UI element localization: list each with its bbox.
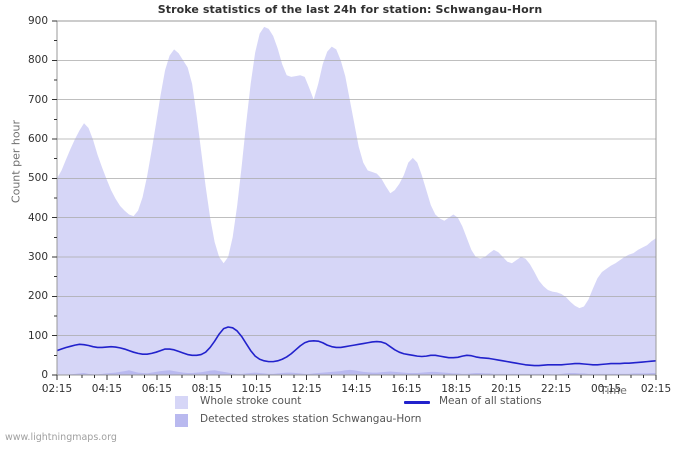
y-tick-label: 800 <box>27 54 48 67</box>
x-tick-label: 10:15 <box>241 383 272 395</box>
x-tick-label: 18:15 <box>441 383 472 395</box>
x-axis-title: Time <box>600 384 627 397</box>
legend-swatch-icon <box>175 396 188 409</box>
legend-label: Detected strokes station Schwangau-Horn <box>200 413 422 425</box>
chart-legend: Whole stroke count Detected strokes stati… <box>0 392 700 428</box>
x-tick-label: 02:15 <box>640 383 672 395</box>
legend-line-icon <box>404 401 430 404</box>
x-tick-label: 06:15 <box>141 383 172 395</box>
x-tick-label: 02:15 <box>41 383 73 395</box>
y-tick-label: 900 <box>27 15 48 27</box>
y-tick-label: 100 <box>27 329 48 342</box>
y-tick-label: 500 <box>27 172 48 185</box>
y-tick-label: 0 <box>41 369 48 381</box>
chart-title: Stroke statistics of the last 24h for st… <box>157 3 543 16</box>
y-tick-label: 200 <box>27 290 48 303</box>
x-tick-label: 08:15 <box>191 383 222 395</box>
x-tick-label: 04:15 <box>91 383 123 395</box>
y-tick-label: 300 <box>27 251 48 263</box>
legend-swatch-icon <box>175 414 188 427</box>
x-tick-label: 14:15 <box>341 383 372 395</box>
footer-url: www.lightningmaps.org <box>5 432 117 443</box>
x-tick-label: 20:15 <box>491 383 522 395</box>
y-tick-label: 700 <box>27 93 48 106</box>
y-tick-label: 600 <box>27 133 48 145</box>
legend-label: Whole stroke count <box>200 395 302 407</box>
x-tick-label: 00:15 <box>590 383 622 395</box>
x-tick-label: 12:15 <box>291 383 322 395</box>
y-tick-label: 400 <box>27 211 48 224</box>
x-tick-label: 16:15 <box>391 383 422 395</box>
legend-label: Mean of all stations <box>439 395 542 407</box>
x-tick-label: 22:15 <box>541 383 572 395</box>
